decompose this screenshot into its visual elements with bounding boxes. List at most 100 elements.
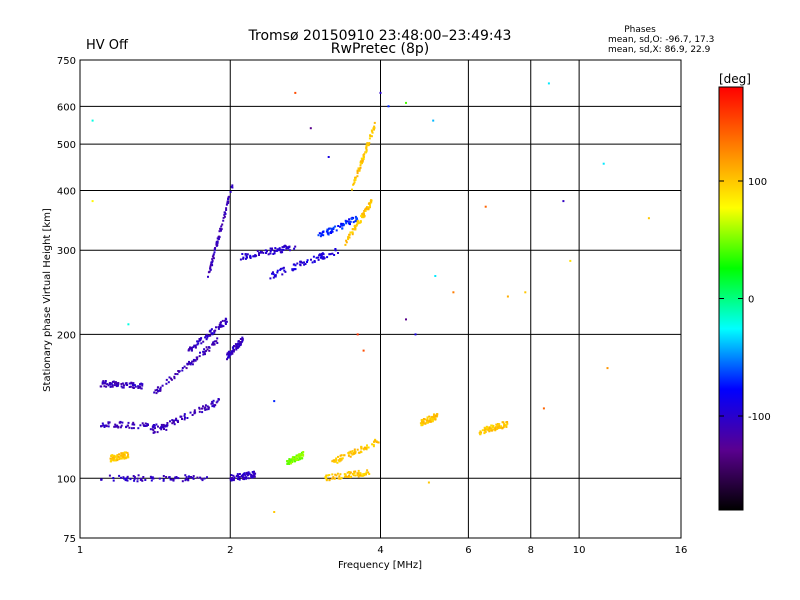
data-point: [125, 383, 128, 386]
data-point: [339, 473, 342, 476]
data-point: [206, 348, 209, 351]
data-point: [330, 230, 333, 233]
data-point: [200, 342, 203, 345]
data-point: [339, 225, 342, 228]
data-point: [356, 474, 359, 477]
data-point: [223, 211, 226, 214]
data-point: [110, 382, 113, 385]
data-point: [338, 460, 341, 463]
data-point: [359, 221, 362, 224]
data-point: [364, 447, 367, 450]
data-point: [137, 474, 140, 477]
data-point: [153, 431, 156, 434]
data-point: [362, 154, 365, 157]
data-point: [251, 476, 254, 479]
grid: [80, 60, 681, 538]
data-point: [129, 478, 132, 481]
data-point: [349, 471, 352, 474]
data-point: [209, 267, 212, 270]
data-point: [348, 221, 351, 223]
data-point: [203, 352, 206, 355]
data-point: [216, 337, 219, 340]
data-point: [191, 414, 194, 416]
data-point: [222, 325, 225, 328]
data-point: [206, 405, 209, 408]
data-point: [185, 476, 188, 479]
data-point: [303, 261, 306, 264]
data-point: [300, 453, 303, 456]
data-point: [289, 461, 292, 464]
data-point: [226, 201, 229, 203]
data-point: [265, 252, 267, 254]
data-point: [183, 414, 186, 417]
data-point: [364, 208, 367, 211]
data-point: [342, 224, 345, 227]
data-point: [136, 480, 139, 483]
data-point: [235, 344, 238, 347]
data-point: [331, 230, 334, 233]
data-point: [112, 380, 115, 383]
data-point: [317, 256, 320, 259]
data-point: [117, 383, 120, 386]
data-point: [192, 475, 195, 478]
data-point: [127, 323, 130, 326]
data-point: [353, 228, 356, 231]
data-point: [232, 349, 235, 352]
data-point: [186, 417, 189, 419]
data-point: [486, 426, 489, 429]
data-point: [320, 255, 323, 258]
data-point: [249, 257, 252, 259]
data-point: [273, 400, 276, 403]
data-point: [348, 451, 351, 454]
x-tick-label: 1: [77, 545, 83, 556]
data-point: [231, 186, 234, 189]
data-point: [189, 346, 192, 349]
data-point: [337, 455, 339, 458]
data-point: [365, 144, 368, 147]
data-point: [306, 261, 308, 263]
data-point: [190, 346, 193, 349]
data-point: [353, 450, 356, 453]
data-point: [369, 206, 371, 209]
data-point: [134, 385, 137, 388]
data-point: [431, 418, 434, 421]
data-point: [347, 476, 350, 478]
data-point: [357, 222, 360, 225]
data-point: [358, 451, 361, 454]
data-point: [269, 247, 272, 250]
data-point: [246, 474, 249, 477]
data-point: [244, 253, 247, 256]
data-point: [423, 418, 426, 421]
data-point: [223, 319, 226, 322]
data-point: [251, 471, 254, 473]
data-point: [113, 454, 116, 457]
data-point: [116, 459, 119, 462]
data-point: [224, 323, 227, 325]
data-point: [99, 385, 102, 388]
data-point: [258, 254, 260, 256]
data-point: [426, 418, 429, 421]
data-point: [359, 472, 361, 475]
data-point: [133, 479, 136, 482]
data-point: [220, 225, 223, 228]
data-point: [298, 456, 301, 459]
data-point: [337, 225, 340, 227]
data-point: [367, 206, 370, 209]
data-point: [357, 167, 360, 170]
data-point: [110, 460, 113, 463]
data-point: [203, 348, 206, 351]
data-point: [368, 137, 371, 140]
data-point: [347, 238, 350, 241]
data-point: [165, 378, 168, 381]
data-point: [137, 385, 140, 388]
data-point: [141, 383, 144, 386]
data-point: [291, 456, 294, 459]
data-point: [360, 474, 363, 477]
data-point: [170, 378, 173, 381]
data-point: [480, 431, 482, 434]
x-tick-label: 16: [675, 545, 688, 556]
data-point: [294, 245, 297, 248]
data-point: [173, 423, 176, 426]
data-point: [237, 474, 239, 477]
data-point: [200, 337, 203, 340]
